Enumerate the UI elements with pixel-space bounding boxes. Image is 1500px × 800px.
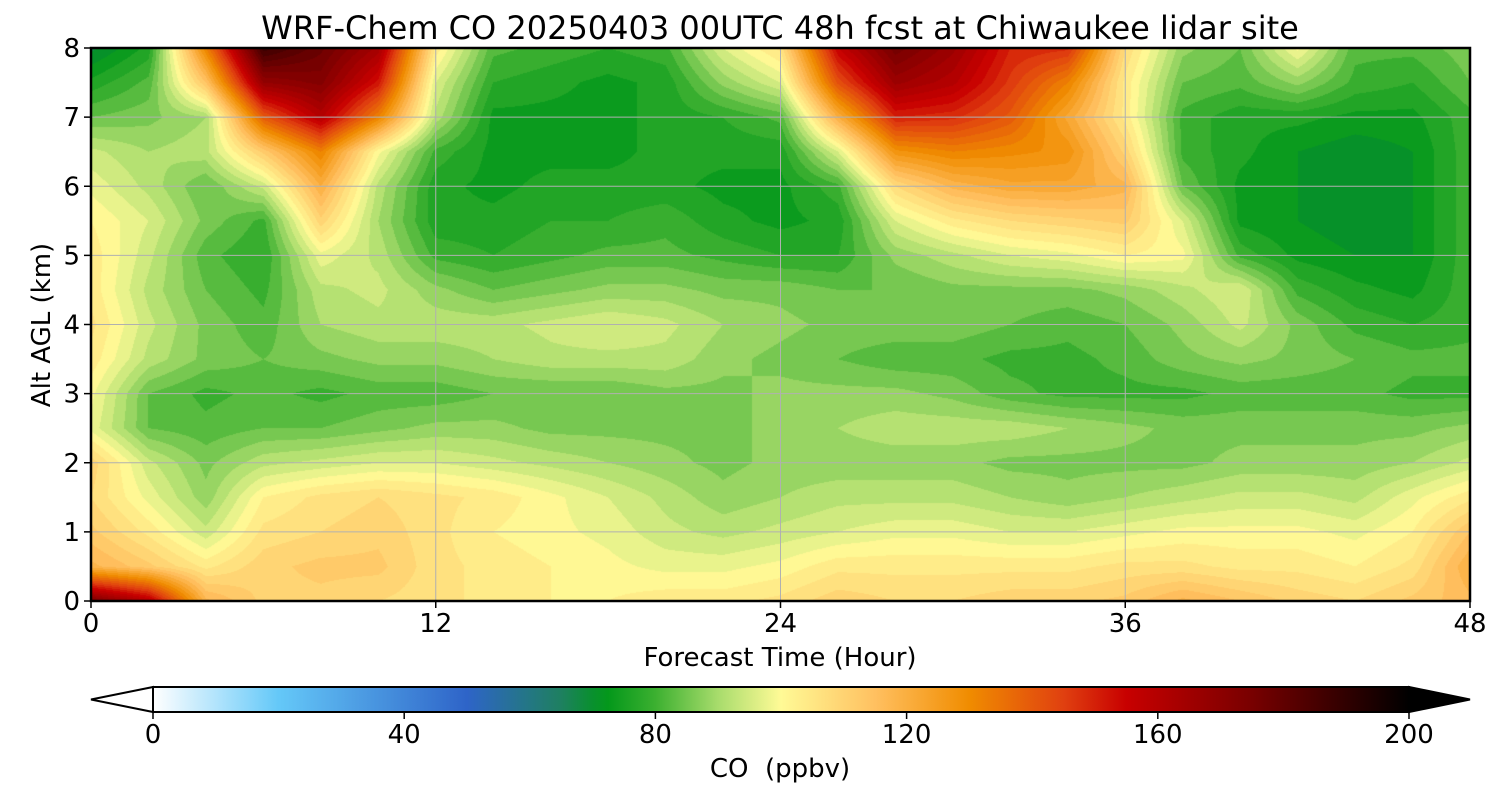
colorbar-tick-label: 40	[388, 720, 421, 750]
x-axis: 0 12 24 36 48	[83, 601, 1487, 639]
colorbar-frame	[152, 686, 1410, 713]
y-tick-label: 5	[63, 241, 80, 271]
y-tick-label: 2	[63, 449, 80, 479]
y-axis: 0 1 2 3 4 5 6 7 8	[63, 34, 91, 617]
y-tick-label: 8	[63, 34, 80, 64]
colorbar-ticks: 0 40 80 120 160 200	[145, 712, 1434, 750]
colorbar-tick-label: 120	[882, 720, 932, 750]
colorbar-gradient	[153, 687, 1409, 712]
colorbar-tick-label: 160	[1133, 720, 1183, 750]
colorbar-extend-high	[1408, 685, 1471, 714]
y-tick-label: 6	[63, 172, 80, 202]
colorbar-tick-label: 200	[1384, 720, 1434, 750]
x-axis-label: Forecast Time (Hour)	[643, 643, 916, 673]
y-tick-label: 3	[63, 380, 80, 410]
y-tick-label: 4	[63, 311, 80, 341]
x-tick-label: 24	[764, 609, 797, 639]
grid-lines	[91, 48, 1470, 601]
y-axis-label: Alt AGL (km)	[27, 243, 57, 407]
colorbar-label: CO (ppbv)	[710, 754, 850, 784]
colorbar-tick-label: 80	[639, 720, 672, 750]
x-tick-label: 48	[1453, 609, 1486, 639]
y-tick-label: 1	[63, 518, 80, 548]
x-tick-label: 0	[83, 609, 100, 639]
y-tick-label: 7	[63, 103, 80, 133]
colorbar: 0 40 80 120 160 200 CO (ppbv)	[90, 685, 1471, 784]
colorbar-extend-low	[90, 685, 154, 714]
x-tick-label: 12	[419, 609, 452, 639]
colorbar-tick-label: 0	[145, 720, 162, 750]
y-tick-label: 0	[63, 587, 80, 617]
x-tick-label: 36	[1109, 609, 1142, 639]
chart-title: WRF-Chem CO 20250403 00UTC 48h fcst at C…	[261, 9, 1299, 47]
